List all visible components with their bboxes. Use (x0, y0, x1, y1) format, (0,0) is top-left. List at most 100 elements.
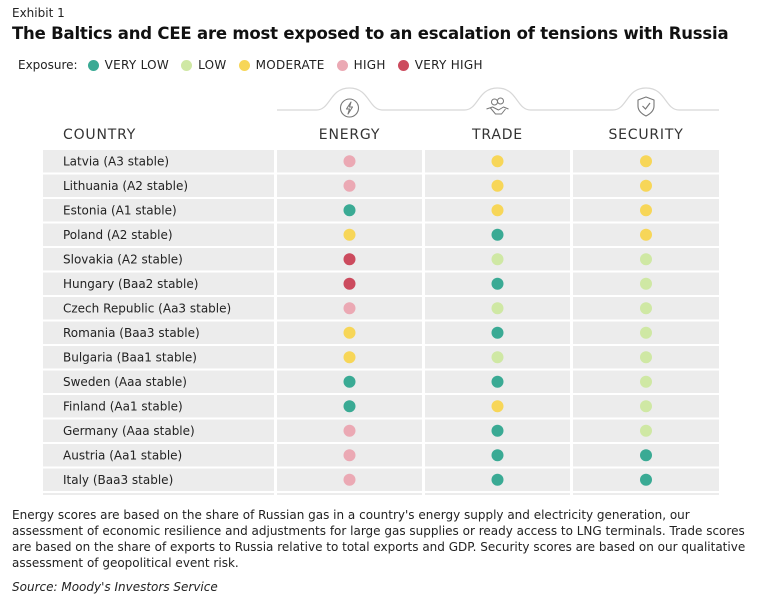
table-row: Finland (Aa1 stable) (43, 395, 719, 418)
energy-exposure-dot (343, 228, 356, 241)
energy-exposure-dot (343, 351, 356, 364)
country-label: Romania (Baa3 stable) (63, 326, 200, 340)
legend-label: Exposure: (18, 58, 78, 72)
legend-text-high: HIGH (353, 58, 386, 72)
security-exposure-dot (640, 228, 652, 241)
security-exposure-dot (640, 155, 652, 168)
trade-exposure-dot (491, 277, 504, 290)
row-country-cell (43, 174, 274, 197)
table-row: Bulgaria (Baa1 stable) (43, 346, 719, 369)
country-label: Bulgaria (Baa1 stable) (63, 350, 197, 364)
check-shape (642, 102, 651, 110)
row-country-cell (43, 346, 274, 369)
column-header-trade: TRADE (471, 127, 523, 143)
trade-exposure-dot (491, 400, 504, 413)
security-exposure-dot (640, 473, 652, 486)
legend-text-low: LOW (198, 58, 227, 72)
energy-exposure-dot (343, 473, 356, 486)
column-header-country: COUNTRY (63, 127, 136, 143)
country-label: Slovakia (A2 stable) (63, 252, 183, 266)
security-exposure-dot (640, 302, 652, 315)
trade-exposure-dot (491, 302, 504, 315)
table-row: Germany (Aaa stable) (43, 419, 719, 442)
legend-item-moderate: MODERATE (238, 58, 325, 72)
trade-exposure-dot (491, 424, 504, 437)
trade-exposure-dot (491, 326, 504, 339)
legend-item-low: LOW (181, 58, 226, 72)
trade-exposure-dot (491, 351, 504, 364)
row-trade-cell (425, 493, 570, 495)
country-label: Sweden (Aaa stable) (63, 375, 187, 389)
trade-exposure-dot (491, 473, 504, 486)
security-exposure-dot (640, 449, 652, 462)
country-label: Czech Republic (Aa3 stable) (63, 301, 231, 315)
energy-exposure-dot (343, 302, 356, 315)
row-country-cell (43, 223, 274, 246)
trade-exposure-dot (491, 375, 504, 388)
security-exposure-dot (640, 253, 652, 266)
country-label: Hungary (Baa2 stable) (63, 277, 198, 291)
shield-shape (637, 96, 655, 117)
chart-title: The Baltics and CEE are most exposed to … (12, 24, 729, 43)
legend-text-very-high: VERY HIGH (414, 58, 483, 72)
energy-exposure-dot (343, 253, 356, 266)
trade-exposure-dot (491, 155, 504, 168)
legend-dot-very-low (87, 59, 99, 71)
column-header-security: SECURITY (608, 127, 683, 143)
country-label: Finland (Aa1 stable) (63, 399, 183, 413)
handshake-shape (486, 106, 509, 115)
row-country-cell (43, 444, 274, 467)
security-exposure-dot (640, 424, 652, 437)
table-row: Czech Republic (Aa3 stable) (43, 297, 719, 320)
legend-dot-moderate (238, 59, 250, 71)
legend-item-very-low: VERY LOW (87, 58, 170, 72)
legend: Exposure: VERY LOW LOW MODERATE HIGH VER… (18, 58, 495, 72)
table-row: Lithuania (A2 stable) (43, 174, 719, 197)
country-label: Italy (Baa3 stable) (63, 473, 173, 487)
country-label: Latvia (A3 stable) (63, 154, 169, 168)
energy-exposure-dot (343, 375, 356, 388)
legend-text-moderate: MODERATE (255, 58, 325, 72)
shield-check-icon (637, 96, 655, 117)
country-label: Lithuania (A2 stable) (63, 179, 188, 193)
row-country-cell (43, 395, 274, 418)
header-curve (277, 87, 719, 111)
country-label: Austria (Aa1 stable) (63, 448, 182, 462)
country-label: Poland (A2 stable) (63, 228, 173, 242)
legend-text-very-low: VERY LOW (104, 58, 170, 72)
energy-exposure-dot (343, 400, 356, 413)
table-row: Poland (A2 stable) (43, 223, 719, 246)
row-security-cell (573, 493, 719, 495)
column-header-energy: ENERGY (319, 127, 380, 143)
legend-dot-low (181, 59, 193, 71)
source-note: Source: Moody's Investors Service (12, 580, 218, 594)
row-country-cell (43, 419, 274, 442)
row-country-cell (43, 150, 274, 173)
coin-left (491, 98, 498, 106)
row-country-cell (43, 199, 274, 222)
energy-exposure-dot (343, 277, 356, 290)
country-label: Germany (Aaa stable) (63, 424, 195, 438)
table-row: Romania (Baa3 stable) (43, 321, 719, 344)
trade-exposure-dot (491, 449, 504, 462)
lightning-icon (339, 98, 360, 118)
table-row: Sweden (Aaa stable) (43, 370, 719, 393)
handshake-coins-icon (486, 97, 509, 115)
table-row: Greece (Ba3 stable) (43, 493, 719, 495)
security-exposure-dot (640, 400, 652, 413)
row-country-cell (43, 493, 274, 495)
trade-exposure-dot (491, 179, 504, 192)
table-row: Estonia (A1 stable) (43, 199, 719, 222)
footnote: Energy scores are based on the share of … (12, 508, 746, 570)
row-country-cell (43, 468, 274, 491)
energy-exposure-dot (343, 326, 356, 339)
table-row: Hungary (Baa2 stable) (43, 272, 719, 295)
exhibit-label: Exhibit 1 (12, 6, 65, 20)
security-exposure-dot (640, 179, 652, 192)
security-exposure-dot (640, 351, 652, 364)
energy-exposure-dot (343, 204, 356, 217)
lightning-icon-ring (339, 98, 360, 118)
energy-exposure-dot (343, 449, 356, 462)
table-row: Slovakia (A2 stable) (43, 248, 719, 271)
table-row: Italy (Baa3 stable) (43, 468, 719, 491)
